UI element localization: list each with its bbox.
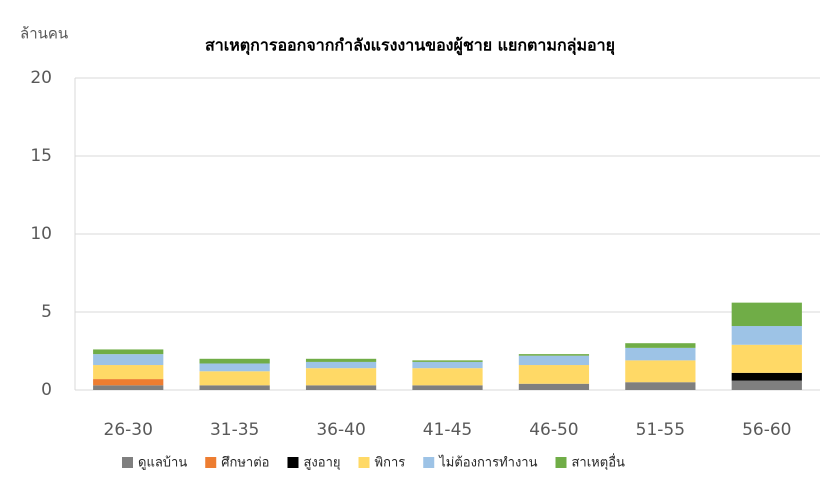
bar-segment bbox=[93, 385, 164, 390]
legend-swatch bbox=[122, 457, 133, 468]
bar-segment bbox=[731, 326, 802, 345]
bar-segment bbox=[518, 354, 590, 356]
legend-swatch bbox=[358, 457, 370, 468]
bar-segment bbox=[305, 361, 377, 369]
x-tick-label: 26-30 bbox=[104, 420, 153, 440]
bar-segment bbox=[199, 358, 270, 364]
bar-segment bbox=[731, 380, 802, 390]
y-tick-label: 15 bbox=[30, 146, 52, 166]
bar-segment bbox=[93, 379, 164, 386]
bar-segment bbox=[412, 361, 483, 369]
bar-segment bbox=[731, 302, 802, 327]
legend-label: พิการ bbox=[375, 456, 406, 471]
bar-segment bbox=[625, 347, 696, 361]
bar-segment bbox=[199, 385, 270, 390]
x-tick-label: 36-40 bbox=[316, 420, 365, 440]
legend-swatch bbox=[423, 457, 435, 468]
bar-segment bbox=[731, 344, 802, 373]
legend-label: ไม่ต้องการทำงาน bbox=[438, 455, 537, 471]
bar-segment bbox=[305, 358, 377, 362]
y-tick-label: 20 bbox=[30, 68, 52, 88]
bar-segment bbox=[199, 363, 270, 372]
bar-segment bbox=[93, 354, 164, 366]
y-tick-label: 0 bbox=[41, 380, 52, 400]
bar-segment bbox=[412, 385, 483, 390]
y-tick-label: 10 bbox=[30, 224, 52, 244]
bar-segment bbox=[625, 360, 696, 383]
bar-segment bbox=[625, 343, 696, 348]
bar-segment bbox=[412, 368, 483, 386]
bar-segment bbox=[518, 355, 590, 366]
bar-segment bbox=[625, 382, 696, 390]
legend-swatch bbox=[205, 457, 217, 468]
bar-segment bbox=[93, 349, 164, 355]
legend-swatch bbox=[555, 457, 567, 468]
legend-swatch bbox=[287, 457, 299, 468]
bar-segment bbox=[305, 368, 377, 386]
x-tick-label: 51-55 bbox=[636, 420, 685, 440]
y-tick-label: 5 bbox=[41, 302, 52, 322]
x-tick-label: 31-35 bbox=[210, 420, 259, 440]
legend-label: ศึกษาต่อ bbox=[221, 456, 269, 471]
bar-segment bbox=[518, 365, 590, 384]
bar-segment bbox=[731, 372, 802, 381]
chart-title: สาเหตุการออกจากกำลังแรงงานของผู้ชาย แยกต… bbox=[205, 36, 615, 57]
legend-label: สาเหตุอื่น bbox=[572, 454, 625, 471]
legend-label: ดูแลบ้าน bbox=[138, 456, 187, 471]
bar-segment bbox=[305, 385, 377, 390]
x-tick-label: 41-45 bbox=[423, 420, 472, 440]
bar-segment bbox=[518, 383, 590, 390]
bar-segment bbox=[199, 371, 270, 386]
bar-segment bbox=[412, 360, 483, 362]
y-axis-title: ล้านคน bbox=[20, 25, 68, 43]
x-tick-label: 56-60 bbox=[742, 420, 791, 440]
legend-label: สูงอายุ bbox=[303, 456, 340, 471]
bar-segment bbox=[93, 365, 164, 380]
x-tick-label: 46-50 bbox=[529, 420, 578, 440]
